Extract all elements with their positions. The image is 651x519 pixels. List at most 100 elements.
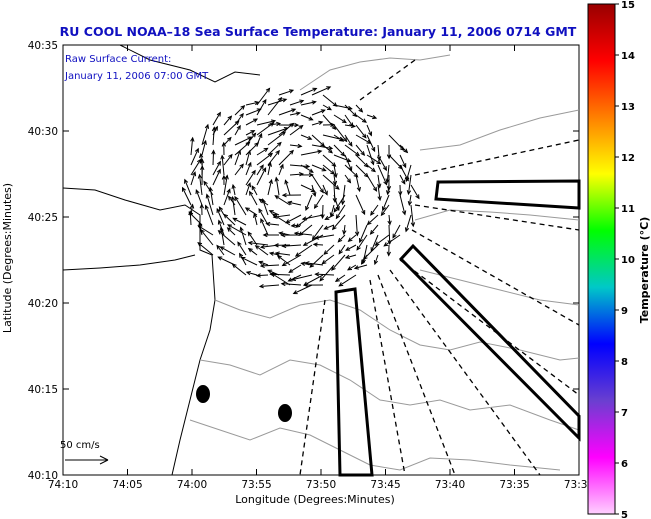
current-vector-head <box>372 114 378 120</box>
current-vector-head <box>227 224 233 229</box>
current-vector <box>347 264 357 271</box>
current-vector-head <box>280 281 286 287</box>
current-vector-head <box>298 172 305 177</box>
current-vector <box>245 207 258 216</box>
current-vector <box>234 196 247 216</box>
current-vector-head <box>267 269 273 274</box>
current-vector-head <box>305 164 311 169</box>
current-vector-head <box>369 229 375 235</box>
current-vector <box>366 134 376 152</box>
current-vector-head <box>338 282 344 287</box>
current-vector <box>234 113 244 126</box>
y-axis-ticks: 40:35 40:30 40:25 40:20 40:15 40:10 <box>28 40 579 482</box>
current-vector <box>260 218 269 236</box>
current-vector <box>259 261 269 266</box>
x-tick-label: 73:35 <box>499 479 529 491</box>
current-vector <box>247 231 258 246</box>
current-vector-head <box>197 241 203 247</box>
current-vector-head <box>381 206 387 212</box>
current-vector <box>201 140 207 156</box>
current-vector-head <box>226 227 232 232</box>
current-vector <box>333 194 340 211</box>
current-vector <box>289 125 303 136</box>
current-vector <box>246 271 258 276</box>
current-vector-head <box>262 98 267 104</box>
current-vector <box>294 232 313 236</box>
current-vector-head <box>328 148 333 154</box>
current-vector-head <box>312 242 318 247</box>
current-vector-head <box>284 179 289 185</box>
current-vector <box>289 144 302 147</box>
current-vector-head <box>265 221 271 227</box>
current-vector <box>251 185 258 196</box>
current-vector <box>300 150 322 156</box>
current-vector <box>248 248 258 256</box>
current-vector-head <box>301 216 307 221</box>
current-vector <box>366 154 381 165</box>
y-tick-label: 40:25 <box>28 212 58 224</box>
current-vector-head <box>370 210 375 216</box>
current-vector-head <box>317 149 323 154</box>
x-tick-label: 73:45 <box>370 479 400 491</box>
current-vector-head <box>352 112 358 118</box>
current-vector <box>343 224 346 235</box>
current-vector <box>282 254 302 266</box>
current-vector <box>266 223 280 226</box>
current-vector-head <box>326 86 332 91</box>
inset-label-date: January 11, 2006 07:00 GMT <box>64 71 209 82</box>
current-vector <box>405 214 412 232</box>
current-vector <box>295 214 313 228</box>
current-vector <box>223 154 233 166</box>
current-vector-head <box>385 190 391 196</box>
current-vector-head <box>353 265 359 270</box>
current-vector <box>322 254 335 265</box>
current-vector <box>200 229 214 246</box>
x-tick-label: 74:00 <box>177 479 207 491</box>
current-vector <box>311 109 325 116</box>
current-vector-head <box>281 193 287 198</box>
current-vector <box>302 214 324 220</box>
current-vector-head <box>372 186 378 192</box>
current-vector <box>344 104 357 117</box>
current-vector <box>209 187 214 206</box>
current-vector-head <box>323 250 329 255</box>
current-vector-head <box>401 179 406 185</box>
current-vector <box>370 234 379 252</box>
current-vector <box>234 150 241 166</box>
current-vector-head <box>335 214 341 220</box>
current-vector-head <box>245 270 251 276</box>
current-vector-head <box>338 249 343 255</box>
current-vector <box>256 133 263 146</box>
current-vector <box>313 243 324 246</box>
current-vector <box>311 144 333 149</box>
current-vector-head <box>200 158 205 164</box>
current-vector <box>223 115 232 126</box>
current-vector <box>337 234 346 243</box>
y-tick-label: 40:10 <box>28 470 58 482</box>
current-vector <box>212 112 221 126</box>
current-vector-head <box>251 132 257 138</box>
current-vector <box>345 244 357 251</box>
current-vector <box>377 154 387 171</box>
current-vector <box>300 101 316 106</box>
current-vector-head <box>307 135 313 140</box>
current-vector-head <box>291 108 297 113</box>
current-vector <box>386 164 390 183</box>
current-vector-head <box>258 260 264 265</box>
current-vector-head <box>252 212 258 218</box>
temperature-colorbar <box>588 4 615 514</box>
current-vector-head <box>403 148 409 154</box>
current-vector-head <box>219 226 224 232</box>
current-vector-head <box>224 174 229 180</box>
colorbar-tick-label: 6 <box>621 459 628 470</box>
current-vector-head <box>344 254 350 260</box>
current-vector-head <box>312 191 317 198</box>
current-vector <box>256 164 264 176</box>
current-vector-head <box>279 163 284 169</box>
current-vector <box>232 196 236 216</box>
current-vector <box>256 274 269 277</box>
current-vector-head <box>342 230 347 236</box>
current-vector <box>300 184 315 192</box>
colorbar-label: Temperature (°C) <box>638 217 651 324</box>
